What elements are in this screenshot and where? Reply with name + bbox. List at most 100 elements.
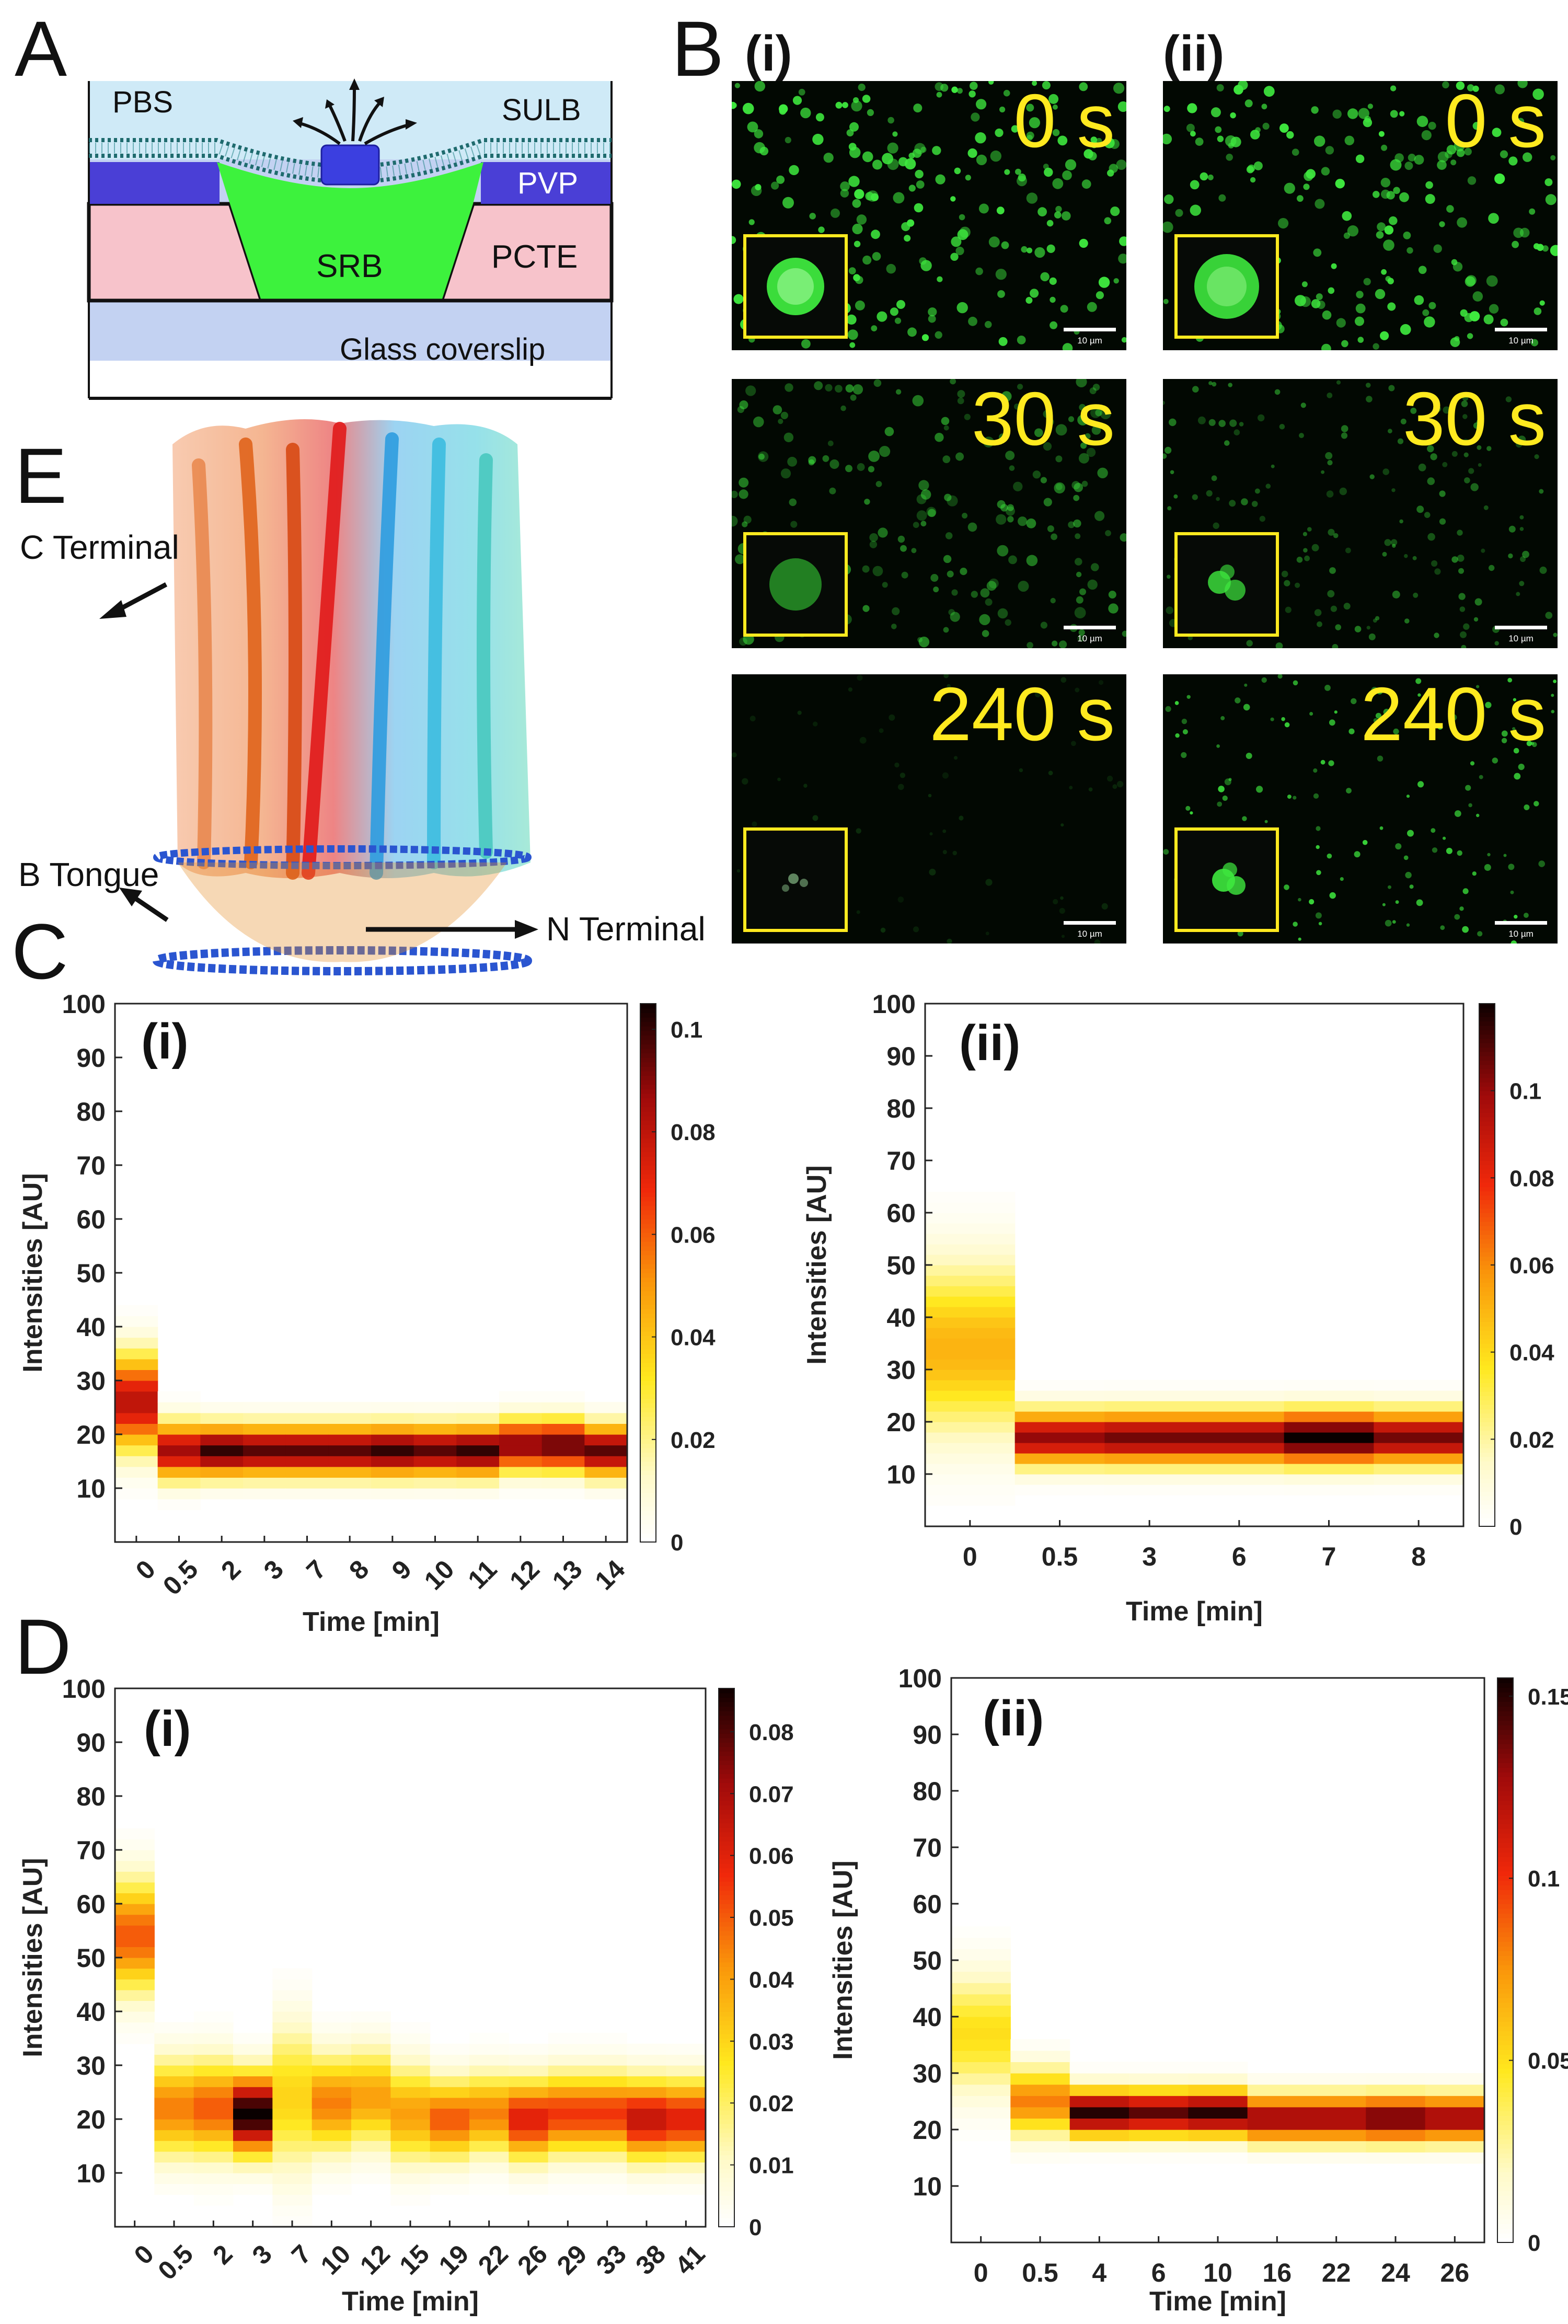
heatmap-cell <box>243 1456 286 1467</box>
fluorescent-spot <box>1287 795 1292 799</box>
colorbar-step <box>640 1376 656 1381</box>
heatmap-cell <box>1284 1453 1374 1464</box>
heatmap-cell <box>351 2130 391 2141</box>
fluorescent-spot <box>1284 182 1295 194</box>
fluorescent-spot <box>1433 244 1442 253</box>
heatmap-cell <box>1010 2050 1070 2062</box>
fluorescent-spot <box>1313 248 1322 257</box>
fluorescent-spot <box>1340 877 1344 881</box>
heatmap-cell <box>1129 2107 1189 2119</box>
colorbar-step <box>1497 1861 1513 1867</box>
colorbar-step <box>719 2173 734 2178</box>
colorbar-step <box>1497 1786 1513 1791</box>
fluorescent-spot <box>1261 677 1267 683</box>
fluorescent-spot <box>1467 333 1473 339</box>
colorbar-step <box>1497 2073 1513 2078</box>
fluorescent-spot <box>1366 626 1370 630</box>
colorbar-step <box>1497 1894 1513 1900</box>
colorbar-step <box>1479 1017 1495 1022</box>
colorbar-tick-label: 0.04 <box>749 1967 794 1993</box>
colorbar-step <box>640 1008 656 1013</box>
colorbar-step <box>1479 1370 1495 1375</box>
colorbar-step <box>1497 2134 1513 2139</box>
colorbar-step <box>719 1885 734 1891</box>
heatmap-cell <box>1366 2130 1426 2142</box>
colorbar-step <box>719 1935 734 1940</box>
fluorescent-spot <box>1190 811 1193 815</box>
colorbar-step <box>1479 1247 1495 1252</box>
heatmap-cell <box>312 2033 352 2044</box>
heatmap-cell <box>390 2065 431 2077</box>
colorbar-step <box>640 1273 656 1278</box>
heatmap-cell <box>1374 1464 1464 1475</box>
fluorescent-spot <box>1026 518 1036 528</box>
fluorescent-spot <box>891 624 897 629</box>
scale-bar <box>1064 328 1116 331</box>
x-tick-label: 3 <box>258 1555 289 1585</box>
fluorescent-spot <box>1344 135 1354 145</box>
fluorescent-spot <box>1265 484 1271 489</box>
fluorescent-spot <box>1335 179 1345 189</box>
scale-bar <box>1495 921 1547 925</box>
fluorescent-spot <box>1247 164 1255 172</box>
fluorescent-spot <box>1042 81 1051 90</box>
fluorescent-spot <box>1501 738 1507 743</box>
heatmap-cell <box>115 1423 158 1435</box>
heatmap-cell <box>233 2119 273 2131</box>
heatmap-cell <box>233 2162 273 2173</box>
heatmap-cell <box>413 1456 457 1467</box>
colorbar-step <box>1479 1090 1495 1096</box>
x-tick-label: 7 <box>1322 1542 1336 1571</box>
colorbar-step <box>1497 1904 1513 1909</box>
fluorescent-spot <box>1477 931 1483 937</box>
fluorescent-spot <box>950 612 960 622</box>
heatmap-cell <box>312 2162 352 2173</box>
fluorescent-spot <box>942 850 947 855</box>
heatmap-cell <box>390 2022 431 2033</box>
heatmap-cell <box>272 2043 313 2055</box>
heatmap-cell <box>272 1979 313 1991</box>
colorbar-step <box>640 1349 656 1354</box>
fluorescent-spot <box>1534 307 1542 315</box>
label-glass: Glass coverslip <box>340 332 545 366</box>
fluorescent-spot <box>1078 453 1089 464</box>
colorbar-step <box>1497 2191 1513 2196</box>
colorbar-step <box>640 1407 656 1412</box>
heatmap-cell <box>200 1434 244 1446</box>
colorbar-step <box>1479 1152 1495 1157</box>
heatmap-cell <box>1425 2084 1485 2096</box>
fluorescent-spot <box>1034 247 1045 258</box>
fluorescent-spot <box>1050 597 1056 604</box>
colorbar-step <box>719 2007 734 2012</box>
heatmap-cell <box>193 2097 234 2109</box>
fluorescent-spot <box>1298 937 1301 941</box>
fluorescent-spot <box>852 384 863 395</box>
fluorescent-spot <box>1492 128 1502 137</box>
colorbar-step <box>1497 1871 1513 1876</box>
fluorescent-spot <box>1060 677 1067 683</box>
x-tick-label: 29 <box>551 2239 593 2281</box>
fluorescent-spot <box>1270 717 1274 721</box>
heatmap-cell <box>430 2087 470 2098</box>
colorbar-step <box>1479 1204 1495 1209</box>
fluorescent-spot <box>742 521 748 527</box>
heatmap-cell <box>587 2173 627 2184</box>
fluorescent-spot <box>1495 84 1505 95</box>
fluorescent-spot <box>1465 276 1475 287</box>
colorbar-step <box>719 2056 734 2062</box>
colorbar-step <box>640 1510 656 1516</box>
fluorescent-spot <box>1508 553 1513 559</box>
heatmap-cell <box>469 2097 509 2109</box>
fluorescent-spot <box>1355 303 1366 314</box>
fluorescent-spot <box>857 674 863 681</box>
fluorescent-spot <box>1216 744 1220 748</box>
colorbar <box>719 1688 734 2227</box>
fluorescent-spot <box>1553 680 1557 683</box>
fluorescent-spot <box>1524 804 1530 810</box>
fluorescent-spot <box>995 269 1007 280</box>
fluorescent-spot <box>1534 801 1539 807</box>
fluorescent-spot <box>1211 475 1217 481</box>
fluorescent-spot <box>990 150 1001 162</box>
colorbar-step <box>1497 2092 1513 2097</box>
colorbar-step <box>719 1701 734 1707</box>
